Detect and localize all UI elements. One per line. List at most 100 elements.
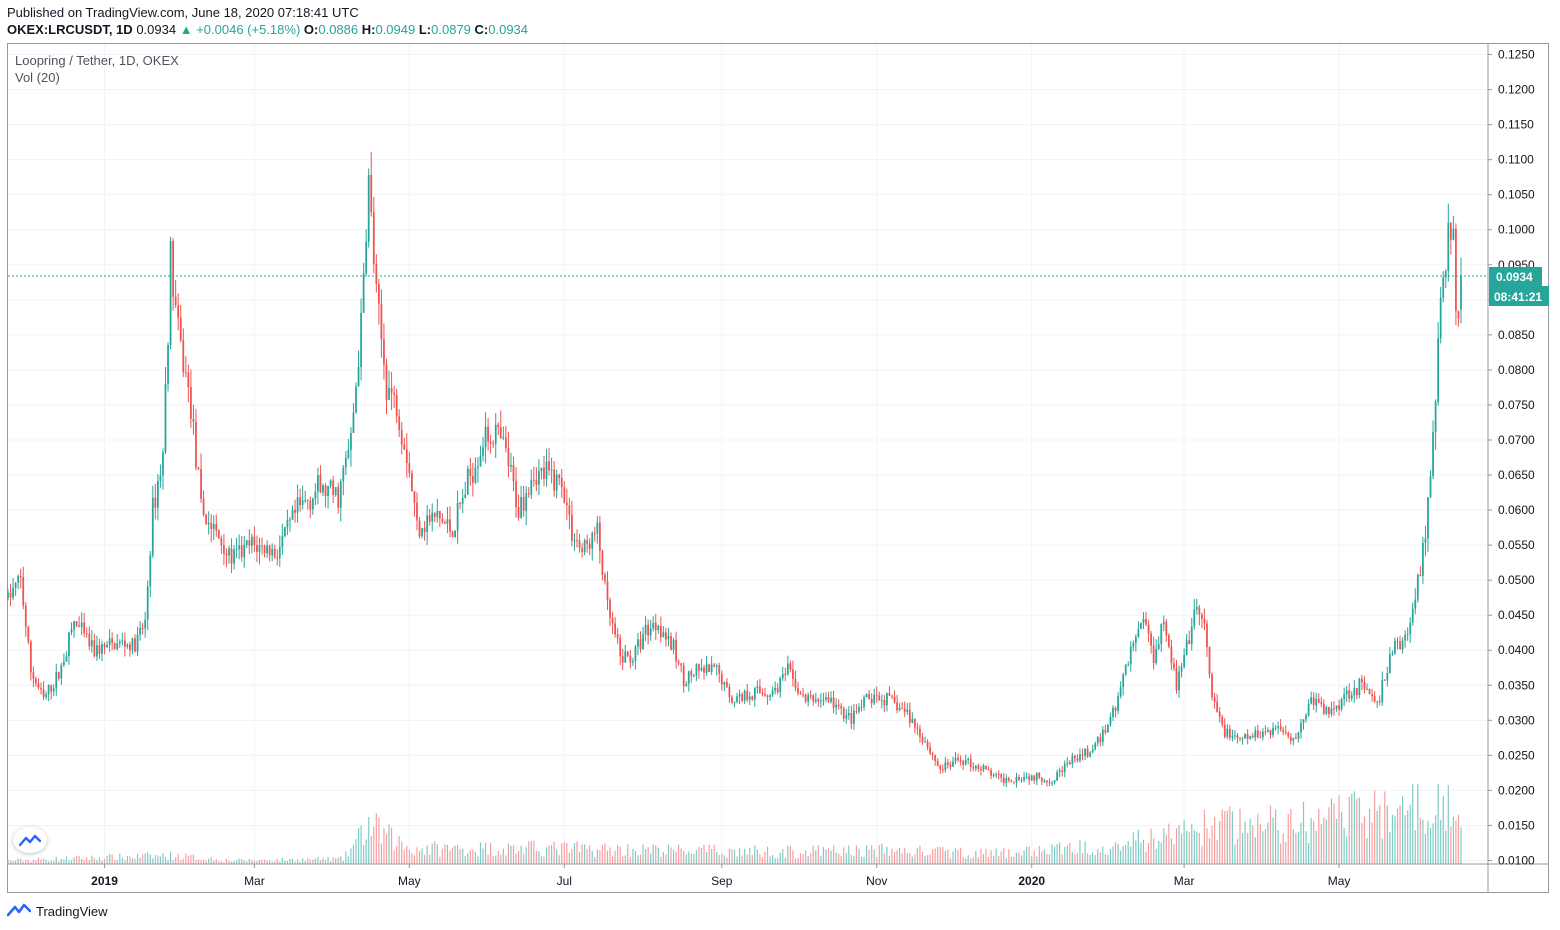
candle-body: [1198, 607, 1201, 615]
tradingview-logo-icon[interactable]: [6, 902, 32, 921]
candle-body: [1312, 697, 1315, 706]
time-tick-label: May: [1328, 874, 1351, 888]
volume-bar: [152, 858, 154, 864]
candle-body: [283, 527, 286, 537]
candle-body: [926, 741, 929, 748]
volume-bar: [660, 856, 662, 864]
candle-body: [748, 696, 751, 700]
volume-bar: [744, 848, 746, 864]
volume-bar: [1147, 842, 1150, 864]
volume-bar: [1363, 816, 1366, 864]
candle-body: [339, 481, 342, 508]
volume-bar: [617, 845, 619, 864]
volume-bar: [581, 844, 583, 864]
volume-bar: [528, 841, 530, 864]
volume-bar: [589, 845, 591, 864]
candle-body: [210, 522, 213, 529]
candle-body: [388, 388, 390, 400]
price-tick-label: 0.1100: [1498, 153, 1534, 167]
volume-bar: [1338, 795, 1340, 864]
candle-body: [1279, 726, 1282, 730]
candle-body: [266, 545, 268, 554]
volume-bar: [15, 860, 17, 864]
volume-bar: [1213, 816, 1216, 864]
volume-bar: [1295, 832, 1297, 864]
volume-bar: [1211, 825, 1213, 864]
candle-body: [65, 656, 68, 662]
price-tick-label: 0.0200: [1498, 783, 1535, 797]
volume-bar: [792, 850, 794, 864]
volume-bar: [1320, 824, 1322, 864]
volume-bar: [327, 857, 329, 864]
candle-body: [444, 521, 446, 524]
candle-body: [90, 640, 93, 647]
candle-body: [466, 468, 469, 495]
candle-body: [1071, 755, 1074, 765]
candle-body: [68, 632, 70, 657]
candle-body: [921, 736, 924, 743]
candle-body: [982, 765, 985, 771]
candle-body: [1422, 542, 1424, 576]
candle-body: [1152, 645, 1155, 663]
candle-body: [29, 641, 32, 673]
volume-bar: [606, 850, 609, 864]
volume-bar: [1010, 856, 1012, 864]
candle-body: [634, 646, 637, 661]
volume-bar: [934, 848, 936, 864]
candle-body: [583, 540, 586, 553]
candle-body: [604, 574, 606, 582]
candle-body: [1302, 719, 1305, 724]
volume-bar: [789, 845, 791, 864]
volume-bar: [1234, 844, 1236, 864]
volume-bar: [1117, 843, 1119, 864]
volume-bar: [1419, 817, 1421, 864]
candle-body: [52, 688, 55, 692]
volume-bar: [1239, 808, 1241, 864]
volume-bar: [274, 861, 276, 864]
candle-body: [1231, 735, 1234, 738]
volume-bar: [307, 858, 309, 864]
volume-bar: [429, 854, 431, 864]
volume-bar: [1424, 834, 1427, 864]
candle-body: [1452, 228, 1455, 240]
volume-bar: [1422, 819, 1424, 864]
volume-bar: [863, 856, 865, 864]
footer-brand[interactable]: TradingView: [36, 904, 108, 919]
price-tick-label: 0.0850: [1498, 328, 1535, 342]
volume-bar: [584, 844, 586, 864]
volume-bar: [1122, 846, 1124, 864]
volume-indicator-label[interactable]: Vol (20): [15, 70, 60, 85]
candle-body: [1175, 667, 1178, 691]
candle-body: [1325, 707, 1328, 714]
volume-bar: [736, 856, 738, 864]
volume-bar: [906, 852, 908, 864]
candle-body: [1249, 736, 1252, 739]
candle-body: [1427, 497, 1429, 539]
candle-body: [129, 644, 131, 651]
candle-body: [1449, 222, 1452, 240]
volume-bar: [223, 861, 225, 864]
volume-bar: [510, 845, 512, 864]
candle-body: [1178, 671, 1180, 691]
candle-body: [1439, 297, 1442, 339]
volume-bar: [965, 858, 967, 864]
candle-body: [22, 577, 25, 606]
tradingview-logo-icon[interactable]: [13, 827, 47, 853]
chart-frame[interactable]: [7, 43, 1549, 893]
symbol-label[interactable]: OKEX:LRCUSDT, 1D: [7, 22, 133, 37]
volume-bar: [1193, 829, 1195, 864]
candle-body: [154, 497, 157, 508]
candle-body: [802, 694, 804, 696]
high-label: H:: [361, 22, 376, 37]
volume-bar: [136, 853, 139, 864]
volume-bar: [1269, 805, 1272, 864]
volume-bar: [284, 860, 286, 864]
candle-body: [1114, 707, 1117, 711]
candle-body: [1333, 708, 1335, 710]
volume-bar: [96, 859, 98, 864]
volume-bar: [474, 852, 476, 864]
volume-bar: [545, 847, 548, 864]
volume-bar: [1247, 832, 1249, 864]
volume-bar: [1003, 848, 1005, 864]
